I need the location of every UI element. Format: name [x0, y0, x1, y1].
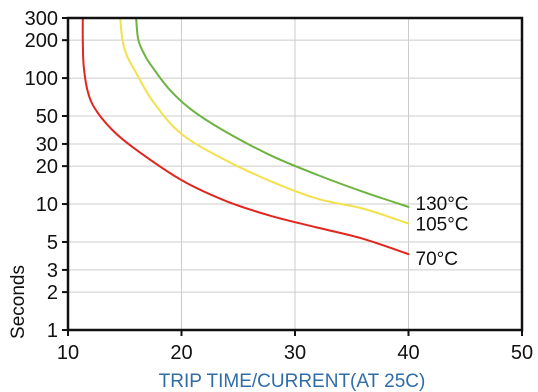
y-tick-label: 300	[25, 8, 58, 30]
y-tick-label: 3	[47, 260, 58, 282]
x-axis-ticks: 10 20 30 40 50	[57, 330, 533, 364]
x-tick-label: 30	[284, 342, 306, 364]
series-line	[81, 17, 410, 256]
series-lines	[81, 17, 410, 256]
y-tick-label: 20	[36, 156, 58, 178]
series-line	[135, 17, 410, 208]
y-tick-label: 10	[36, 194, 58, 216]
y-tick-label: 1	[47, 320, 58, 342]
y-axis-title: Seconds	[8, 265, 29, 339]
series-label: 105°C	[416, 215, 469, 236]
y-tick-label: 100	[25, 68, 58, 90]
y-tick-label: 2	[47, 282, 58, 304]
series-label: 70°C	[416, 249, 458, 270]
y-tick-label: 5	[47, 232, 58, 254]
series-label: 130°C	[416, 194, 469, 215]
grid-lines	[68, 18, 522, 330]
series-line	[119, 17, 410, 225]
x-tick-label: 20	[170, 342, 192, 364]
x-tick-label: 10	[57, 342, 79, 364]
x-axis-title: TRIP TIME/CURRENT(AT 25C)	[159, 371, 426, 392]
y-tick-label: 200	[25, 30, 58, 52]
y-tick-label: 50	[36, 106, 58, 128]
x-tick-label: 50	[511, 342, 533, 364]
y-tick-label: 30	[36, 134, 58, 156]
x-tick-label: 40	[397, 342, 419, 364]
